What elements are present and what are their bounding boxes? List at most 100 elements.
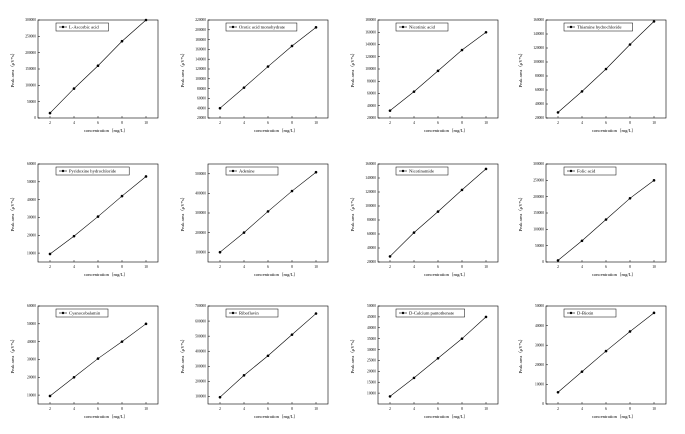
data-point (218, 395, 222, 399)
y-tick-label: 0 (542, 402, 544, 406)
chart-panel: 100000 200000 300000 400000 500000 2 4 6 8 10 conc… (180, 163, 329, 277)
data-point (580, 370, 584, 373)
chart-panel: 10000 20000 30000 40000 50000 60000 2 4 6 8 10 conc… (10, 162, 159, 277)
data-point (96, 64, 100, 68)
y-axis-label: Peak area（μV*s） (180, 337, 185, 374)
chart-panel: 20000 40000 60000 80000 100000 120000 140000 16… (350, 162, 499, 277)
x-tick-label: 2 (557, 265, 559, 269)
data-point (218, 250, 222, 254)
chart-panel: 100000 200000 300000 400000 500000 600000 7000… (180, 304, 329, 419)
data-point (96, 357, 100, 360)
legend-label: Orotic acid monohydrate (239, 25, 285, 30)
x-tick-label: 6 (437, 121, 439, 125)
data-point (628, 197, 632, 200)
data-point (144, 322, 148, 326)
y-tick-label: 60000 (367, 92, 376, 96)
data-point (388, 395, 392, 398)
y-tick-label: 0 (542, 260, 544, 264)
y-axis-label: Peak area（μV*s） (518, 195, 523, 232)
x-tick-label: 4 (243, 121, 245, 125)
x-tick-label: 2 (219, 121, 221, 125)
y-tick-label: 180000 (195, 38, 206, 42)
x-tick-label: 8 (291, 407, 293, 411)
y-tick-label: 40000 (27, 340, 36, 344)
legend-box (563, 22, 633, 32)
x-tick-label: 4 (581, 265, 583, 269)
y-tick-label: 500000 (195, 172, 206, 176)
legend-marker (569, 25, 573, 29)
y-tick-label: 400000 (195, 192, 206, 196)
x-tick-label: 10 (484, 121, 488, 125)
data-point (290, 44, 294, 48)
data-point (580, 239, 584, 243)
y-tick-label: 80000 (367, 218, 376, 222)
data-point (580, 90, 584, 93)
y-tick-label: 20000 (367, 260, 376, 264)
series-line (557, 312, 655, 393)
x-tick-label: 10 (144, 121, 148, 125)
y-tick-label: 300000 (195, 211, 206, 215)
legend-label: L-Ascorbic acid (69, 25, 99, 30)
chart-panel: 20000 40000 60000 80000 100000 120000 140000 16… (180, 18, 329, 133)
data-point (628, 330, 632, 333)
y-tick-label: 50000 (535, 304, 544, 308)
y-tick-label: 50000 (367, 304, 376, 308)
plot-frame (377, 163, 499, 263)
y-tick-label: 80000 (197, 87, 206, 91)
legend-box (395, 22, 449, 32)
y-axis-label: Peak area（μV*s） (518, 51, 523, 88)
data-point (484, 167, 488, 171)
x-tick-label: 4 (413, 121, 415, 125)
legend-label: Nicotinic acid (409, 25, 436, 30)
chart-panel: 20000 40000 60000 80000 100000 120000 140000 16… (518, 18, 667, 133)
y-tick-label: 60000 (535, 88, 544, 92)
legend-marker (61, 311, 65, 315)
y-tick-label: 200000 (195, 380, 206, 384)
y-tick-label: 30000 (367, 348, 376, 352)
y-tick-label: 200000 (25, 51, 36, 55)
y-tick-label: 300000 (25, 18, 36, 22)
y-axis-label: Peak area（μV*s） (10, 51, 15, 88)
x-tick-label: 8 (121, 121, 123, 125)
x-tick-label: 4 (413, 407, 415, 411)
legend-box (55, 22, 109, 32)
y-axis-label: Peak area（μV*s） (10, 195, 15, 232)
x-tick-label: 10 (652, 407, 656, 411)
y-tick-label: 20000 (367, 370, 376, 374)
x-tick-label: 10 (652, 121, 656, 125)
y-tick-label: 40000 (535, 324, 544, 328)
y-tick-label: 160000 (195, 48, 206, 52)
legend-marker (401, 311, 405, 315)
data-point (144, 175, 148, 178)
y-tick-label: 15000 (367, 380, 376, 384)
x-axis-label: concentration（mg/L） (424, 272, 468, 277)
x-tick-label: 8 (461, 407, 463, 411)
data-point (266, 354, 270, 358)
legend-marker (61, 25, 65, 29)
legend-label: Cyanocobalamin (69, 311, 101, 316)
y-tick-label: 200000 (195, 28, 206, 32)
y-tick-label: 30000 (27, 216, 36, 220)
chart-panel: 0 10000 20000 30000 40000 50000 2 4 6 8 10 concentr… (518, 304, 667, 419)
y-tick-label: 25000 (367, 359, 376, 363)
x-tick-label: 10 (314, 265, 318, 269)
x-tick-label: 2 (49, 407, 51, 411)
x-tick-label: 4 (243, 407, 245, 411)
x-tick-label: 10 (314, 121, 318, 125)
y-tick-label: 100000 (533, 60, 544, 64)
y-tick-label: 160000 (365, 162, 376, 166)
data-point (242, 86, 246, 89)
x-tick-label: 6 (605, 265, 607, 269)
y-tick-label: 40000 (367, 246, 376, 250)
y-tick-label: 100000 (195, 395, 206, 399)
data-point (556, 259, 560, 262)
x-tick-label: 4 (581, 121, 583, 125)
y-tick-label: 160000 (365, 30, 376, 34)
legend-box (225, 22, 298, 32)
data-point (120, 340, 124, 343)
data-point (604, 218, 608, 221)
y-tick-label: 40000 (367, 326, 376, 330)
y-tick-label: 80000 (367, 79, 376, 83)
data-point (436, 69, 440, 73)
data-point (628, 43, 632, 46)
